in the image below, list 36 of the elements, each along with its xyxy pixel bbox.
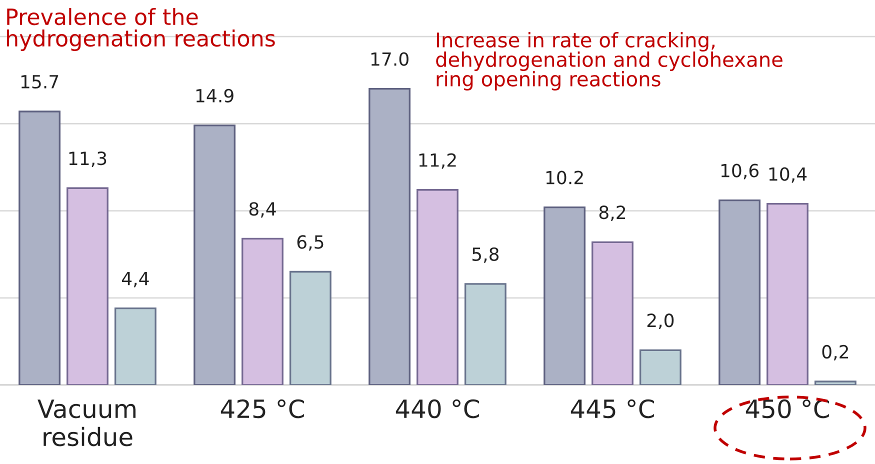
bar [18,110,61,385]
x-tick-label: 425 °C [220,399,304,418]
bar [544,206,586,385]
bar [464,283,506,385]
bar [718,200,761,385]
data-label: 11,3 [69,152,106,168]
data-label: 17.0 [371,52,408,66]
bar [66,187,108,385]
data-label: 15.7 [21,75,58,89]
text: Prevalence of the hydrogenation reactions [7,8,275,52]
bar [814,380,856,385]
annotation: Increase in rate of cracking, dehydrogenation and cyclohexane ring opening reactions [436,32,782,90]
data-label: 10,6 [721,164,759,180]
data-label: 6,5 [297,235,324,251]
data-label: 10,4 [769,167,807,183]
bar [242,238,284,385]
x-tick-label: 445 °C [570,399,654,418]
data-label: 2,0 [647,314,674,330]
data-label: 8,2 [599,206,626,222]
data-label: 14.9 [196,88,234,102]
bar [592,241,634,385]
bar [639,349,682,385]
bar [766,202,808,385]
data-label: 4,4 [122,272,149,288]
bar [368,88,411,385]
data-label: 10.2 [546,170,583,184]
data-label: 8,4 [249,202,276,218]
data-label: 0,2 [822,344,848,360]
bar [289,270,332,385]
bar [416,189,458,385]
bar [194,124,236,385]
bar [114,308,156,385]
data-label: 5,8 [472,247,499,263]
x-tick-label: Vacuum residue [38,400,136,446]
data-label: 11,2 [419,153,456,169]
x-tick-label: 440 °C [396,399,479,418]
